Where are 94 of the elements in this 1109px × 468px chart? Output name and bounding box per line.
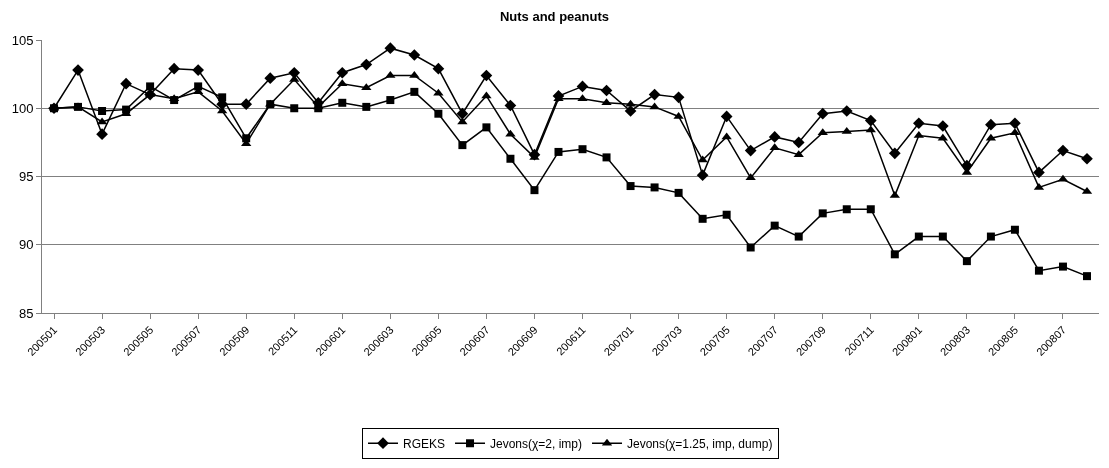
point — [457, 117, 468, 125]
point — [841, 126, 852, 134]
point — [264, 72, 277, 85]
point — [1034, 266, 1043, 275]
point — [576, 80, 589, 93]
point — [720, 110, 733, 123]
point — [674, 188, 683, 197]
point — [481, 91, 492, 99]
point — [602, 153, 611, 162]
point — [240, 98, 253, 110]
point — [1057, 144, 1069, 157]
point — [336, 66, 349, 79]
point — [530, 186, 539, 195]
point — [721, 132, 732, 140]
point — [770, 221, 779, 230]
point — [362, 102, 371, 111]
y-tick-label: 95 — [18, 169, 34, 185]
point — [1058, 262, 1067, 271]
point — [888, 147, 901, 160]
point — [504, 99, 517, 112]
legend-label: Jevons(χ=1.25, imp, dump) — [627, 436, 773, 451]
point — [338, 98, 347, 107]
point — [194, 82, 203, 91]
point — [698, 214, 707, 223]
point — [554, 147, 563, 156]
point — [745, 173, 756, 181]
point — [98, 106, 107, 115]
point — [432, 62, 445, 75]
legend-label: RGEKS — [403, 436, 446, 451]
point — [794, 232, 803, 241]
point — [864, 114, 877, 127]
point — [938, 232, 947, 241]
point — [578, 145, 587, 154]
point — [1081, 152, 1093, 165]
point — [456, 107, 469, 120]
point — [649, 102, 660, 110]
y-tick-label: 85 — [18, 305, 34, 321]
point — [768, 131, 781, 143]
point — [1010, 225, 1019, 234]
chart-title: Nuts and peanuts — [499, 8, 610, 24]
point — [626, 182, 635, 191]
point — [601, 98, 612, 106]
point — [146, 82, 155, 91]
point — [792, 136, 805, 149]
point — [744, 144, 757, 157]
point — [746, 243, 755, 252]
point — [480, 69, 493, 82]
point — [408, 49, 421, 61]
point — [986, 232, 995, 241]
point — [650, 183, 659, 192]
point — [1082, 272, 1091, 281]
point — [722, 210, 731, 219]
point — [168, 62, 180, 75]
point — [866, 205, 875, 214]
point — [96, 128, 108, 141]
point — [937, 120, 949, 132]
point — [458, 141, 467, 150]
y-tick-label: 100 — [11, 100, 34, 116]
point — [912, 117, 925, 130]
point — [769, 143, 780, 151]
point — [600, 84, 613, 97]
point — [648, 88, 661, 101]
point — [962, 257, 971, 266]
point — [434, 109, 443, 118]
point — [816, 107, 829, 120]
point — [1033, 166, 1045, 179]
point — [384, 42, 397, 55]
point — [506, 154, 515, 163]
y-tick-label: 105 — [11, 32, 34, 48]
point — [840, 105, 853, 117]
point — [985, 118, 997, 131]
point — [482, 123, 491, 132]
legend-label: Jevons(χ=2, imp) — [490, 436, 583, 451]
point — [672, 91, 685, 104]
point — [410, 87, 419, 96]
point — [120, 77, 132, 90]
point — [385, 70, 396, 78]
point — [290, 104, 299, 113]
point — [890, 250, 899, 259]
point — [409, 70, 420, 78]
point — [192, 64, 204, 76]
point — [360, 58, 373, 71]
point — [218, 93, 227, 102]
point — [673, 111, 684, 119]
point — [817, 128, 828, 136]
point — [696, 169, 709, 181]
point — [914, 232, 923, 241]
point — [1009, 117, 1021, 130]
point — [624, 105, 637, 117]
point — [386, 96, 395, 105]
y-tick-label: 90 — [18, 237, 34, 253]
point — [818, 209, 827, 218]
point — [842, 205, 851, 214]
point — [361, 83, 372, 91]
